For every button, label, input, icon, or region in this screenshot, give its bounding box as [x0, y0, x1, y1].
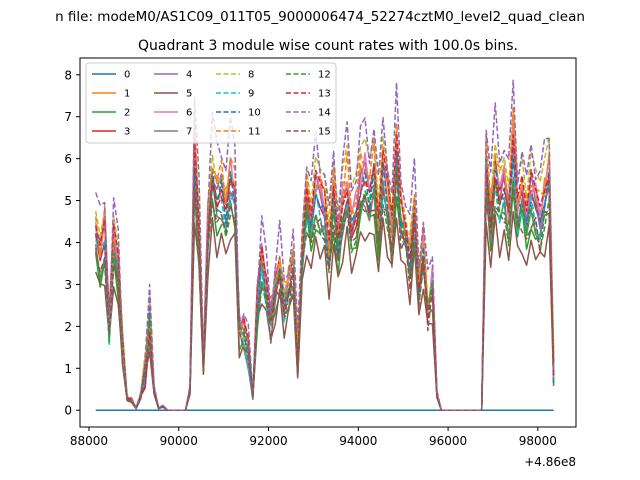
y-tick-label: 7 — [64, 110, 72, 124]
y-tick-label: 8 — [64, 68, 72, 82]
legend-label-0: 0 — [124, 70, 130, 81]
legend-label-11: 11 — [248, 127, 261, 138]
legend-label-9: 9 — [248, 89, 254, 100]
legend-label-1: 1 — [124, 89, 130, 100]
legend-label-2: 2 — [124, 108, 130, 119]
y-tick-label: 6 — [64, 152, 72, 166]
x-offset-label: +4.86e8 — [524, 455, 576, 469]
x-tick-label: 94000 — [339, 434, 377, 448]
legend-label-5: 5 — [186, 89, 192, 100]
x-tick-label: 96000 — [429, 434, 467, 448]
figure-suptitle: n file: modeM0/AS1C09_011T05_9000006474_… — [55, 9, 585, 25]
y-tick-label: 4 — [64, 236, 72, 250]
legend-label-15: 15 — [318, 127, 331, 138]
y-tick-label: 2 — [64, 320, 72, 334]
legend-label-12: 12 — [318, 70, 331, 81]
legend-label-3: 3 — [124, 127, 130, 138]
legend-label-4: 4 — [186, 70, 192, 81]
legend-label-10: 10 — [248, 108, 261, 119]
y-tick-label: 3 — [64, 278, 72, 292]
legend-label-6: 6 — [186, 108, 192, 119]
legend-label-8: 8 — [248, 70, 254, 81]
y-tick-label: 1 — [64, 362, 72, 376]
legend-frame — [85, 62, 337, 144]
legend-label-13: 13 — [318, 89, 331, 100]
y-tick-label: 0 — [64, 404, 72, 418]
y-tick-label: 5 — [64, 194, 72, 208]
x-tick-label: 98000 — [519, 434, 557, 448]
x-axis: 88000 90000 92000 94000 96000 98000 — [70, 427, 557, 448]
x-tick-label: 92000 — [249, 434, 287, 448]
x-tick-label: 90000 — [160, 434, 198, 448]
legend-label-14: 14 — [318, 108, 331, 119]
series-line-15 — [94, 169, 555, 411]
chart-title: Quadrant 3 module wise count rates with … — [138, 38, 518, 54]
legend-label-7: 7 — [186, 127, 192, 138]
x-tick-label: 88000 — [70, 434, 108, 448]
y-axis: 0 1 2 3 4 5 6 7 8 — [64, 68, 80, 418]
series-layer — [94, 79, 555, 411]
